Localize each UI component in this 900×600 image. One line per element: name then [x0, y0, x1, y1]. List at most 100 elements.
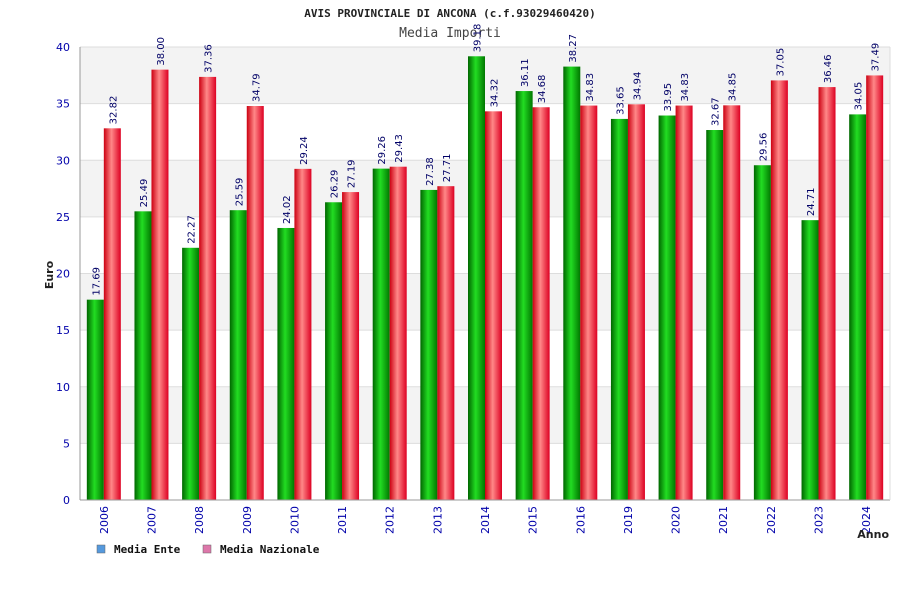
bar-media-ente: [753, 165, 771, 500]
bar-value-label: 34.83: [680, 73, 691, 102]
y-tick-label: 20: [56, 268, 70, 281]
x-tick-label: 2006: [98, 506, 111, 534]
bar-media-nazionale: [389, 166, 407, 500]
bar-value-label: 37.36: [204, 44, 215, 73]
bar-value-label: 36.11: [520, 58, 531, 87]
bar-media-ente: [610, 118, 628, 500]
bar-value-label: 34.94: [632, 72, 643, 101]
bar-media-ente: [801, 220, 819, 501]
bar-value-label: 34.79: [251, 73, 262, 102]
bar-media-ente: [134, 211, 152, 500]
y-tick-label: 0: [63, 494, 70, 507]
bar-media-nazionale: [103, 128, 121, 500]
x-axis-label: Anno: [857, 528, 889, 541]
x-tick-label: 2022: [765, 506, 778, 534]
bar-value-label: 29.24: [299, 136, 310, 165]
x-tick-label: 2024: [860, 506, 873, 534]
bar-value-label: 27.19: [347, 159, 358, 188]
legend-label: Media Nazionale: [220, 543, 320, 556]
bar-media-ente: [86, 299, 104, 500]
legend-swatch: [202, 544, 212, 554]
bar-media-ente: [706, 130, 724, 500]
bar-media-nazionale: [580, 105, 598, 501]
bar-media-nazionale: [723, 105, 741, 500]
bar-value-label: 36.46: [823, 54, 834, 83]
bar-media-ente: [277, 227, 295, 500]
bar-value-label: 34.05: [854, 82, 865, 111]
x-tick-label: 2007: [145, 506, 158, 534]
value-labels: 17.69 32.82 25.49 38.00 22.27 37.36 25.59 34.79…: [91, 24, 881, 296]
x-tick-labels: 2006 2007 2008 2009 2010 2011 2012 2013 2014 2015…: [98, 506, 873, 534]
bar-media-ente: [229, 210, 247, 501]
x-tick-label: 2010: [288, 506, 301, 534]
bar-media-nazionale: [246, 106, 264, 501]
bar-value-label: 37.05: [775, 48, 786, 77]
x-tick-label: 2021: [717, 506, 730, 534]
bar-media-ente: [372, 168, 390, 500]
y-tick-label: 30: [56, 154, 70, 167]
legend: Media Ente Media Nazionale: [96, 543, 320, 556]
bar-value-label: 38.27: [568, 34, 579, 63]
bar-value-label: 27.71: [442, 154, 453, 183]
bars: [86, 56, 884, 501]
y-tick-label: 15: [56, 324, 70, 337]
bar-value-label: 24.02: [282, 195, 293, 224]
bar-media-nazionale: [151, 69, 169, 501]
bar-media-nazionale: [342, 192, 360, 501]
bar-media-ente: [182, 247, 200, 500]
chart-title: AVIS PROVINCIALE DI ANCONA (c.f.93029460…: [304, 7, 595, 20]
bar-media-nazionale: [437, 186, 455, 500]
y-tick-label: 5: [63, 437, 70, 450]
bar-value-label: 29.43: [394, 134, 405, 163]
x-tick-label: 2016: [574, 506, 587, 534]
chart-subtitle: Media Importi: [399, 26, 501, 41]
bar-media-ente: [515, 91, 533, 500]
bar-media-nazionale: [818, 87, 836, 500]
y-tick-label: 10: [56, 381, 70, 394]
bar-value-label: 34.32: [490, 79, 501, 108]
bar-media-nazionale: [627, 104, 645, 500]
bar-value-label: 29.26: [377, 136, 388, 165]
bar-media-nazionale: [675, 105, 693, 501]
bar-media-ente: [563, 66, 581, 500]
bar-media-ente: [325, 202, 343, 500]
bar-value-label: 27.38: [425, 157, 436, 186]
y-tick-labels: 0 5 10 15 20 25 30 35 40: [56, 41, 70, 507]
bar-value-label: 33.95: [663, 83, 674, 112]
axes: [79, 47, 891, 501]
bar-value-label: 24.71: [806, 188, 817, 217]
x-tick-label: 2014: [479, 506, 492, 534]
bar-media-nazionale: [485, 111, 502, 501]
y-axis-label: Euro: [43, 260, 56, 289]
x-tick-label: 2020: [670, 506, 683, 534]
y-tick-label: 40: [56, 41, 70, 54]
bar-value-label: 34.85: [728, 73, 739, 102]
bar-value-label: 34.83: [585, 73, 596, 102]
bar-media-nazionale: [199, 76, 217, 500]
x-tick-label: 2013: [431, 506, 444, 534]
x-tick-label: 2011: [336, 506, 349, 534]
x-tick-label: 2015: [527, 506, 540, 534]
bar-value-label: 37.49: [871, 43, 882, 72]
bar-media-nazionale: [770, 80, 788, 500]
x-tick-label: 2009: [241, 506, 254, 534]
bar-value-label: 25.59: [234, 178, 245, 207]
bar-media-nazionale: [294, 168, 312, 500]
bar-media-nazionale: [866, 75, 884, 500]
legend-swatch: [96, 544, 106, 554]
bar-value-label: 32.82: [108, 96, 119, 125]
bar-value-label: 39.18: [473, 24, 484, 53]
bar-value-label: 22.27: [187, 215, 198, 244]
bar-value-label: 26.29: [330, 170, 341, 199]
bar-value-label: 33.65: [615, 86, 626, 115]
x-tick-label: 2012: [384, 506, 397, 534]
bar-media-ente: [468, 56, 485, 500]
x-tick-label: 2019: [622, 506, 635, 534]
y-tick-label: 25: [56, 211, 70, 224]
bar-media-nazionale: [532, 107, 550, 501]
y-tick-label: 35: [56, 98, 70, 111]
bar-value-label: 34.68: [537, 75, 548, 104]
bar-media-ente: [849, 114, 867, 500]
x-tick-label: 2008: [193, 506, 206, 534]
